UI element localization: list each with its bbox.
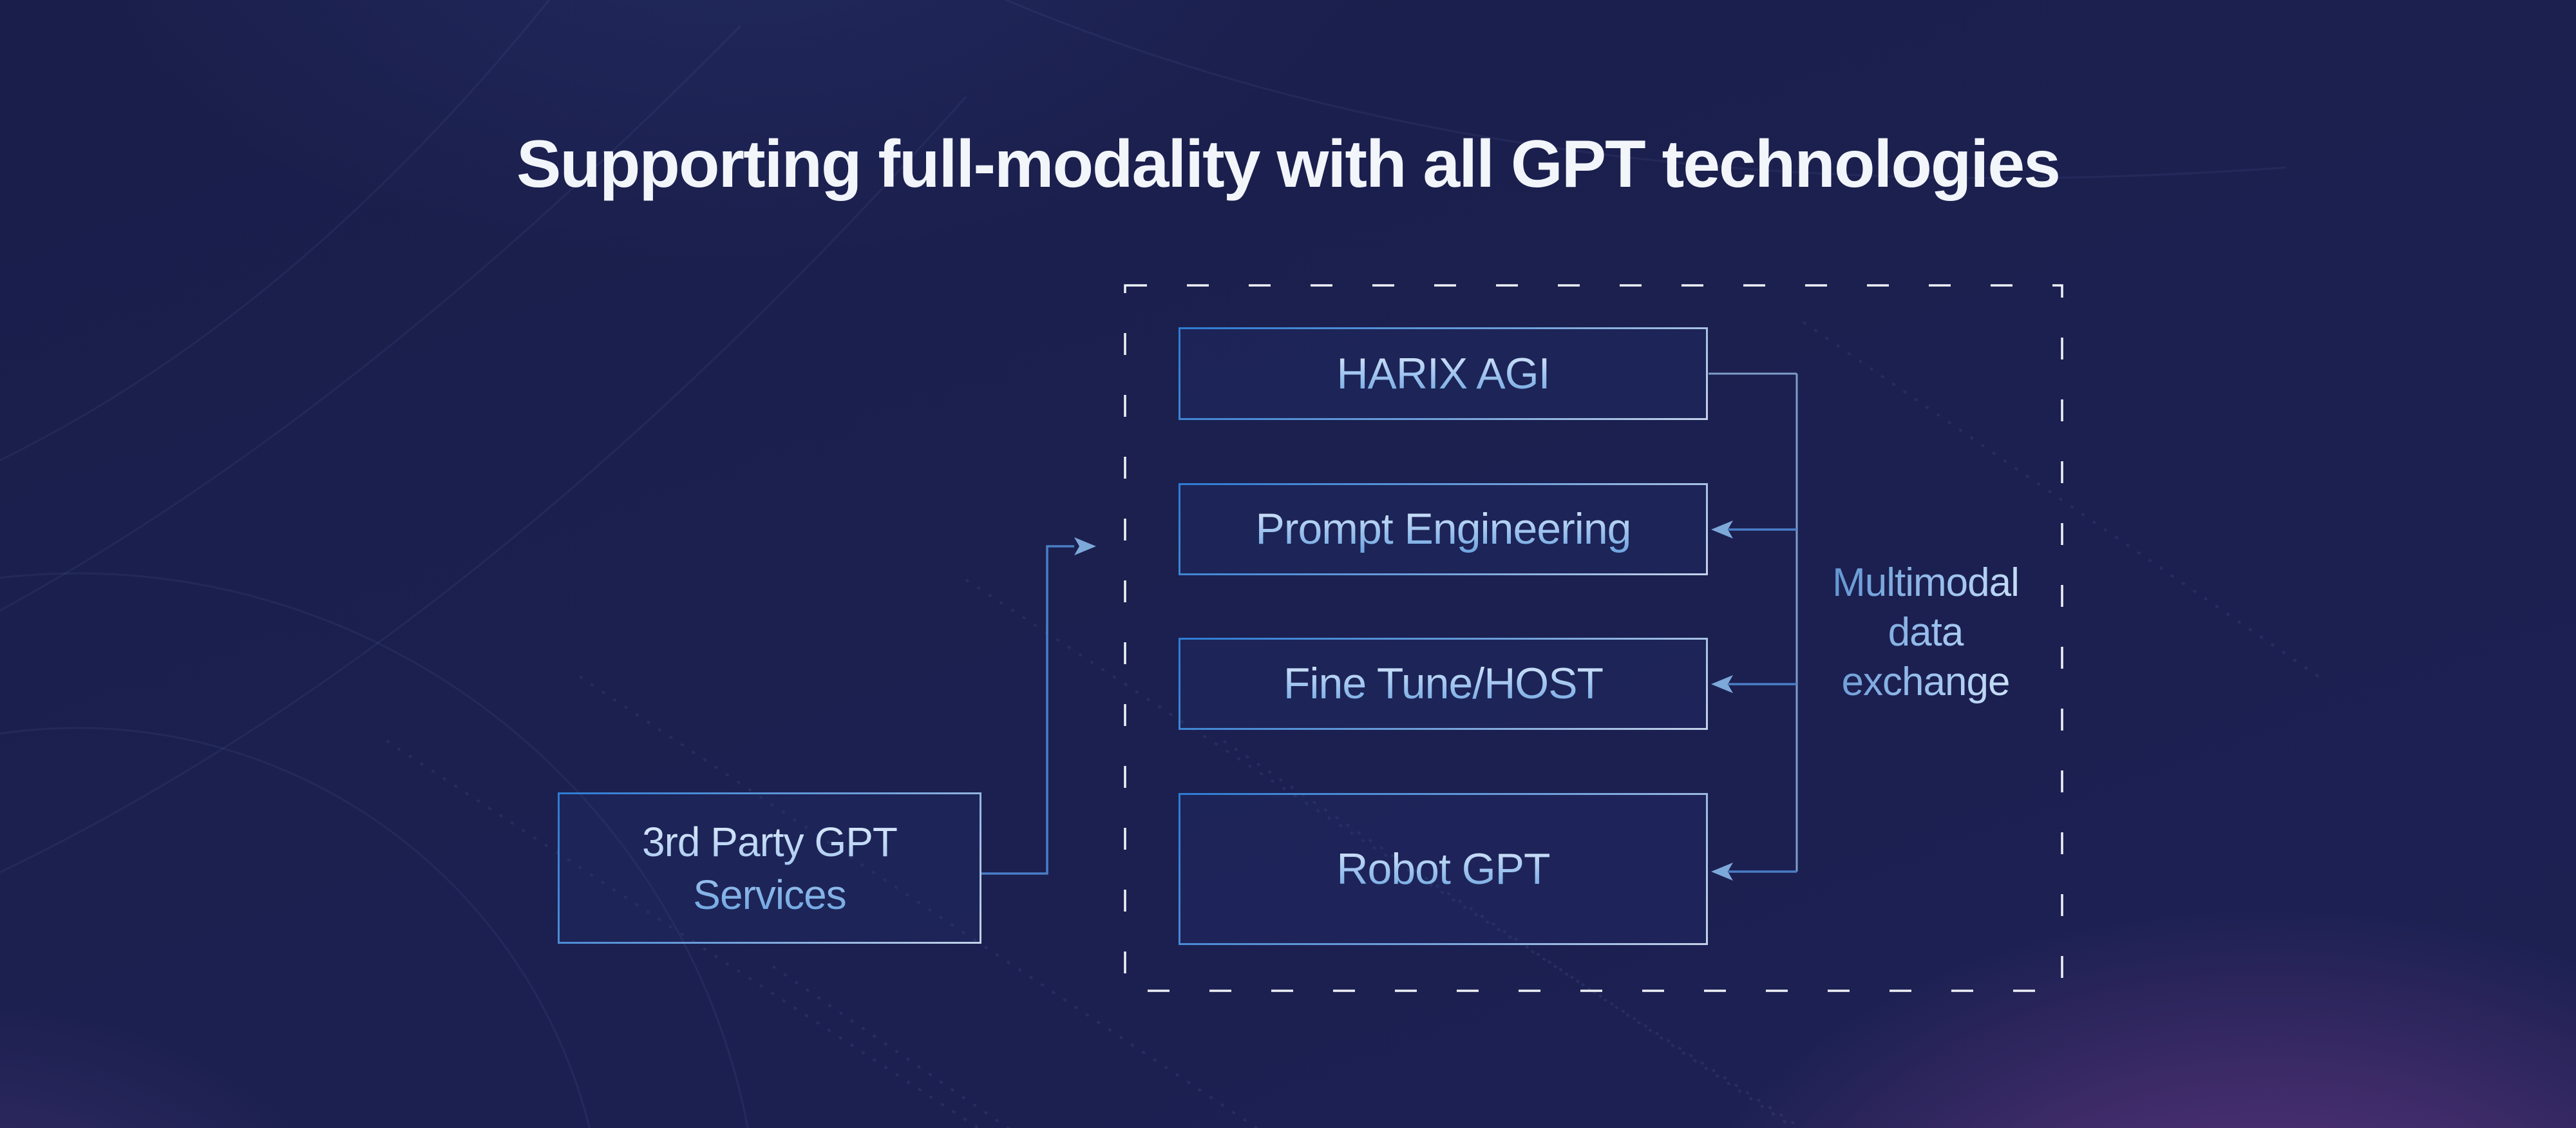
arrowhead-prompt bbox=[1711, 521, 1733, 539]
node-robot-gpt: Robot GPT bbox=[1179, 793, 1708, 945]
multimodal-label-line2: data bbox=[1888, 610, 1964, 655]
node-prompt-engineering: Prompt Engineering bbox=[1179, 483, 1708, 575]
node-third-party-gpt-services: 3rd Party GPT Services bbox=[558, 792, 981, 944]
connector-thirdparty-to-group bbox=[981, 545, 1074, 875]
multimodal-label-line1: Multimodal bbox=[1832, 560, 2019, 605]
arrowhead-group-entry bbox=[1074, 537, 1096, 555]
slide-title: Supporting full-modality with all GPT te… bbox=[516, 127, 2061, 202]
node-third-party-label-line1: 3rd Party GPT bbox=[642, 818, 897, 865]
node-fine-tune-host: Fine Tune/HOST bbox=[1179, 638, 1708, 730]
node-third-party-label: 3rd Party GPT Services bbox=[642, 816, 897, 921]
dotted-streaks bbox=[385, 321, 2320, 1128]
contour-arcs bbox=[0, 0, 2287, 1128]
node-harix-agi-label: HARIX AGI bbox=[1336, 347, 1550, 401]
multimodal-label-line3: exchange bbox=[1841, 660, 2010, 704]
arrowhead-robot bbox=[1711, 863, 1733, 881]
node-third-party-label-line2: Services bbox=[693, 871, 846, 918]
node-harix-agi: HARIX AGI bbox=[1179, 327, 1708, 420]
node-robot-gpt-label: Robot GPT bbox=[1336, 843, 1550, 896]
node-prompt-engineering-label: Prompt Engineering bbox=[1255, 502, 1631, 556]
multimodal-data-exchange-label: Multimodal data exchange bbox=[1797, 558, 2054, 707]
node-fine-tune-host-label: Fine Tune/HOST bbox=[1283, 657, 1604, 711]
gpt-group-dashed-border bbox=[1124, 284, 2063, 992]
arrowhead-finetune bbox=[1711, 675, 1733, 693]
